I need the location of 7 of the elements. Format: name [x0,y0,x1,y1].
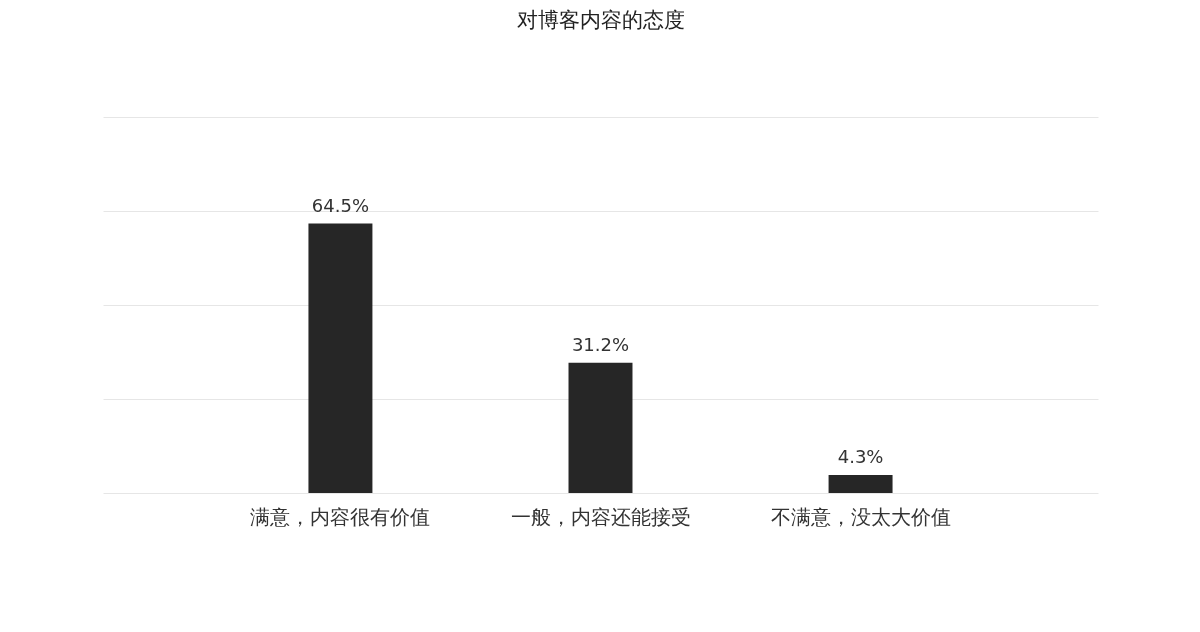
x-tick-label: 不满意，没太大价值 [770,504,951,529]
x-tick-label: 一般，内容还能接受 [510,504,691,529]
data-label: 64.5% [311,194,370,216]
data-label: 31.2% [571,333,630,355]
chart-title: 对博客内容的态度 [516,8,685,32]
data-label: 4.3% [837,446,884,468]
x-tick-label: 满意，内容很有价值 [250,504,431,529]
